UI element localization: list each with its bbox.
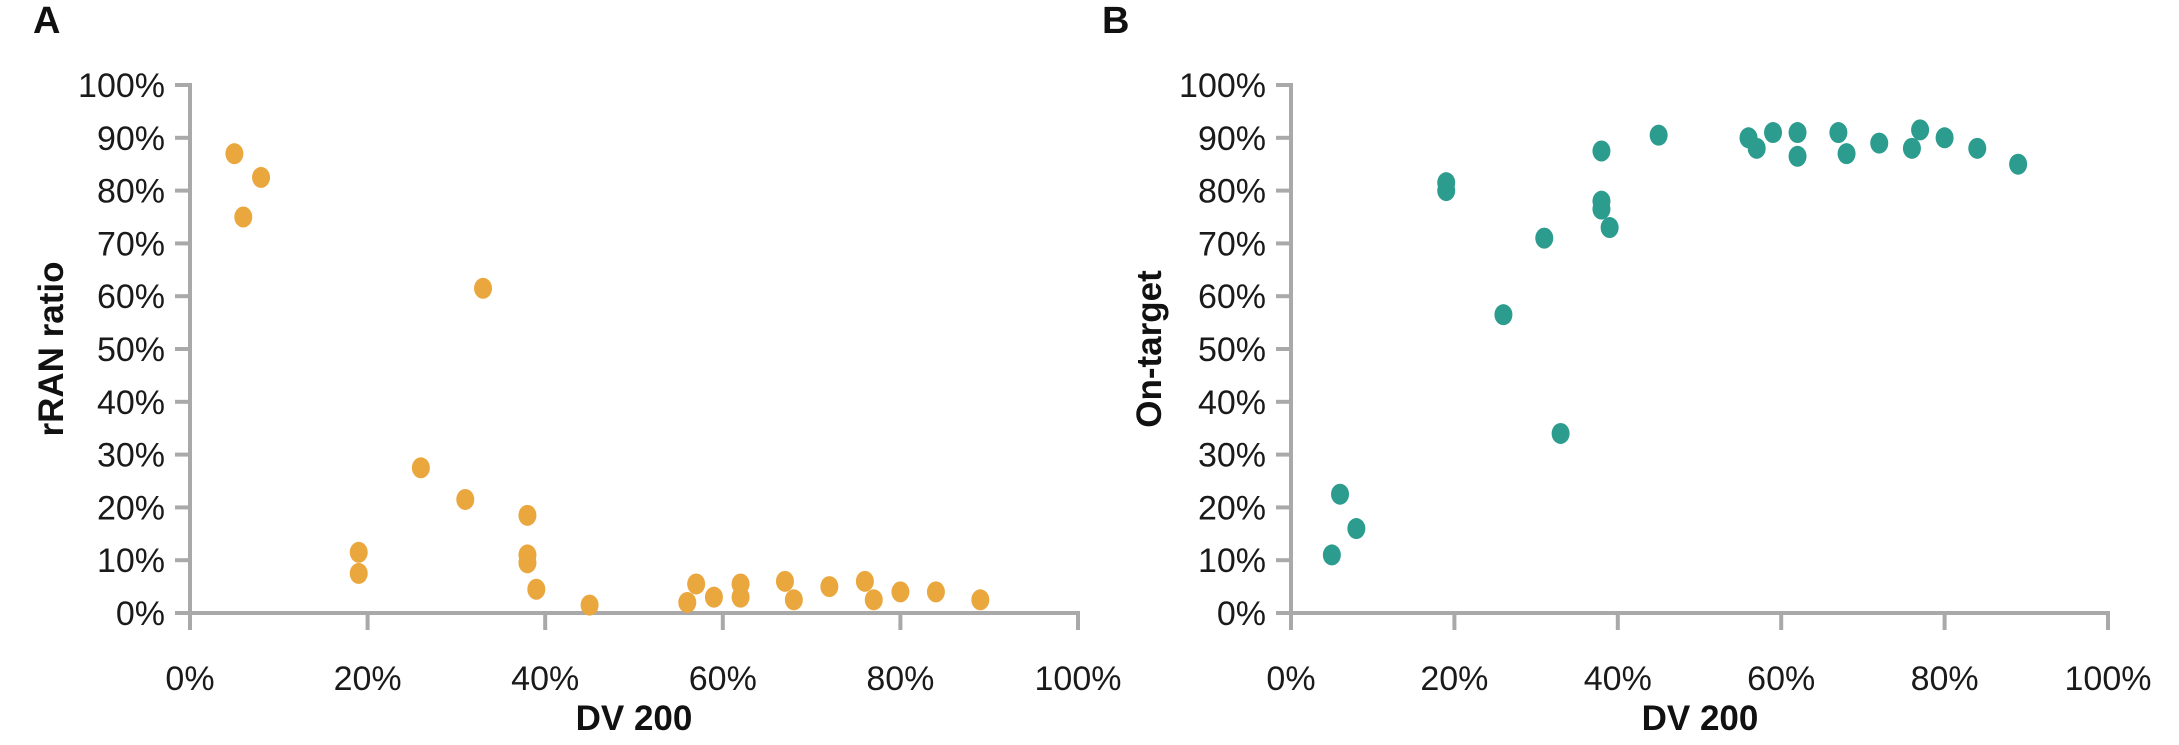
- x-tick-label: 80%: [866, 660, 934, 698]
- y-tick-label: 60%: [1198, 278, 1266, 316]
- x-tick-label: 60%: [689, 660, 757, 698]
- x-tick-label: 0%: [165, 660, 214, 698]
- y-tick-label: 80%: [1198, 173, 1266, 211]
- data-point: [1331, 483, 1350, 505]
- y-tick-label: 90%: [1198, 120, 1266, 158]
- panel-a-y-axis-title: rRAN ratio: [32, 261, 71, 437]
- data-point: [252, 166, 271, 188]
- data-point: [1911, 119, 1930, 141]
- x-tick-label: 40%: [1584, 660, 1652, 698]
- x-tick-label: 100%: [1035, 660, 1122, 698]
- panel-b-x-axis-title: DV 200: [1641, 699, 1759, 738]
- data-point: [518, 552, 537, 574]
- y-tick-label: 60%: [97, 278, 165, 316]
- data-point: [474, 277, 493, 299]
- data-point: [775, 570, 794, 592]
- x-tick-label: 60%: [1747, 660, 1815, 698]
- x-tick-label: 20%: [1420, 660, 1488, 698]
- data-point: [678, 591, 697, 613]
- x-tick-label: 0%: [1266, 660, 1315, 698]
- y-tick-label: 50%: [97, 331, 165, 369]
- data-point: [1788, 122, 1807, 144]
- data-point: [1935, 127, 1954, 149]
- data-point: [1437, 180, 1456, 202]
- data-point: [704, 586, 723, 608]
- y-tick-label: 90%: [97, 120, 165, 158]
- panel-a-letter: A: [33, 0, 60, 42]
- y-tick-label: 20%: [97, 489, 165, 527]
- data-point: [971, 589, 990, 611]
- y-tick-label: 50%: [1198, 331, 1266, 369]
- data-point: [349, 562, 368, 584]
- panel-b-letter: B: [1102, 0, 1129, 42]
- y-tick-label: 80%: [97, 173, 165, 211]
- data-point: [2009, 153, 2028, 175]
- y-tick-label: 0%: [1217, 595, 1266, 633]
- x-tick-label: 100%: [2065, 660, 2152, 698]
- data-point: [580, 594, 599, 616]
- y-tick-label: 100%: [78, 67, 165, 105]
- y-tick-label: 20%: [1198, 489, 1266, 527]
- panel-b-y-axis-title: On-target: [1130, 270, 1169, 428]
- data-point: [1902, 137, 1921, 159]
- y-tick-label: 40%: [1198, 384, 1266, 422]
- y-tick-label: 70%: [1198, 225, 1266, 263]
- y-tick-label: 40%: [97, 384, 165, 422]
- x-tick-label: 80%: [1911, 660, 1979, 698]
- data-point: [1592, 140, 1611, 162]
- y-tick-label: 10%: [97, 542, 165, 580]
- data-point: [926, 581, 945, 603]
- panel-a-x-axis-title: DV 200: [575, 699, 693, 738]
- data-point: [1322, 544, 1341, 566]
- data-point: [234, 206, 253, 228]
- data-point: [1494, 304, 1513, 326]
- data-point: [411, 457, 430, 479]
- y-tick-label: 0%: [116, 595, 165, 633]
- data-point: [1747, 137, 1766, 159]
- data-point: [1788, 145, 1807, 167]
- x-tick-label: 20%: [334, 660, 402, 698]
- data-point: [687, 573, 706, 595]
- data-point: [456, 488, 475, 510]
- y-tick-label: 30%: [97, 437, 165, 475]
- data-point: [349, 541, 368, 563]
- data-point: [1870, 132, 1889, 154]
- data-point: [784, 589, 803, 611]
- data-point: [518, 504, 537, 526]
- data-point: [864, 589, 883, 611]
- data-point: [1968, 137, 1987, 159]
- data-point: [1829, 122, 1848, 144]
- y-tick-label: 30%: [1198, 437, 1266, 475]
- data-point: [1592, 198, 1611, 220]
- data-point: [225, 143, 244, 165]
- data-point: [1649, 124, 1668, 146]
- y-tick-label: 10%: [1198, 542, 1266, 580]
- y-tick-label: 70%: [97, 225, 165, 263]
- data-point: [1600, 217, 1619, 239]
- data-point: [527, 578, 546, 600]
- data-point: [820, 576, 839, 598]
- data-point: [1551, 422, 1570, 444]
- data-point: [1535, 227, 1554, 249]
- data-point: [855, 570, 874, 592]
- data-point: [891, 581, 910, 603]
- data-point: [1347, 518, 1366, 540]
- data-point: [1764, 122, 1783, 144]
- data-point: [731, 586, 750, 608]
- x-tick-label: 40%: [511, 660, 579, 698]
- data-point: [1837, 143, 1856, 165]
- y-tick-label: 100%: [1179, 67, 1266, 105]
